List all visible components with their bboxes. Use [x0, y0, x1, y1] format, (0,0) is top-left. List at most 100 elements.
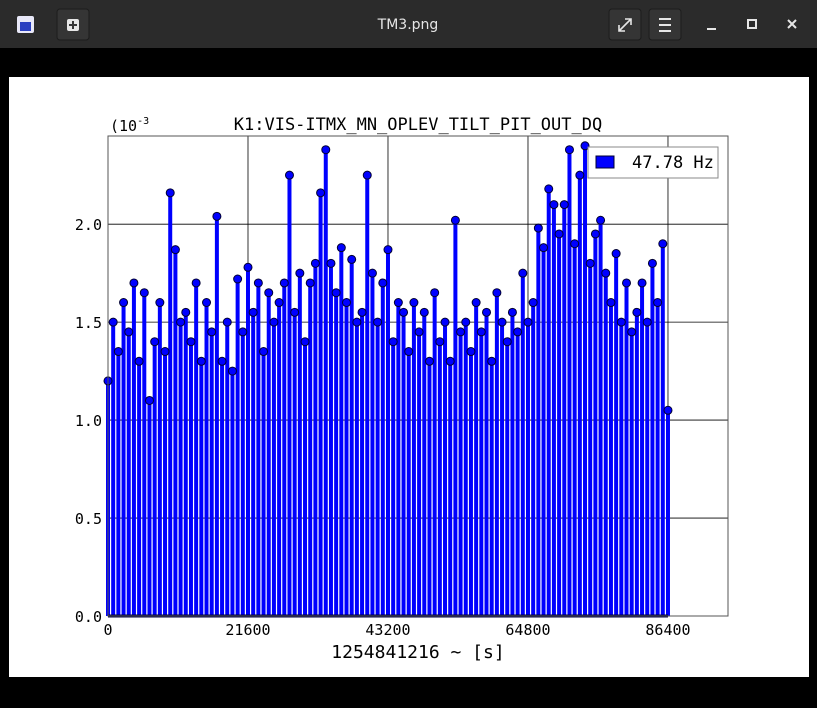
stem-marker [399, 307, 409, 317]
stem-marker [119, 298, 129, 308]
stem-marker [502, 337, 512, 347]
stem-marker [450, 215, 460, 225]
stem-marker [357, 307, 367, 317]
stem-marker [238, 327, 248, 337]
stem-marker [414, 327, 424, 337]
stem-marker [492, 288, 502, 298]
stem-marker [300, 337, 310, 347]
stem-marker [373, 317, 383, 327]
stem-marker [202, 298, 212, 308]
stem-marker [590, 229, 600, 239]
stem-marker [336, 243, 346, 253]
y-tick-label: 0.5 [75, 510, 102, 528]
stem-marker [347, 254, 357, 264]
stem-marker [632, 307, 642, 317]
y-tick-label: 2.0 [75, 216, 102, 234]
stem-marker [601, 268, 611, 278]
stem-marker [642, 317, 652, 327]
y-tick-label: 1.5 [75, 314, 102, 332]
chart-title: K1:VIS-ITMX_MN_OPLEV_TILT_PIT_OUT_DQ [234, 115, 602, 135]
fullscreen-icon [618, 18, 632, 32]
stem-marker [113, 347, 123, 357]
stem-marker [342, 298, 352, 308]
stem-marker [284, 170, 294, 180]
stem-marker [176, 317, 186, 327]
stem-marker [367, 268, 377, 278]
stem-marker [513, 327, 523, 337]
stem-marker [269, 317, 279, 327]
stem-marker [466, 347, 476, 357]
stem-marker [227, 366, 237, 376]
stem-marker [129, 278, 139, 288]
stem-marker [295, 268, 305, 278]
stem-marker [539, 243, 549, 253]
stem-marker [559, 200, 569, 210]
stem-marker [279, 278, 289, 288]
stem-marker [549, 200, 559, 210]
stem-marker [482, 307, 492, 317]
stem-marker [108, 317, 118, 327]
stem-marker [596, 215, 606, 225]
legend-swatch [595, 155, 615, 169]
open-plus [69, 21, 77, 29]
close-button[interactable] [787, 19, 797, 29]
stem-marker [476, 327, 486, 337]
stem-marker [144, 395, 154, 405]
stem-marker [663, 405, 673, 415]
x-tick-label: 43200 [365, 621, 410, 639]
stem-marker [487, 356, 497, 366]
stem-marker [544, 184, 554, 194]
stem-marker [445, 356, 455, 366]
stem-marker [440, 317, 450, 327]
stem-marker [497, 317, 507, 327]
stem-marker [585, 258, 595, 268]
stem-marker [393, 298, 403, 308]
stem-marker [274, 298, 284, 308]
stem-marker [471, 298, 481, 308]
stem-marker [533, 223, 543, 233]
stem-marker [326, 258, 336, 268]
stem-marker [186, 337, 196, 347]
stem-marker [637, 278, 647, 288]
stem-marker [233, 274, 243, 284]
stem-marker [181, 307, 191, 317]
stem-marker [264, 288, 274, 298]
maximize-button[interactable] [747, 19, 757, 29]
stem-marker [653, 298, 663, 308]
stem-marker [383, 245, 393, 255]
stem-marker [362, 170, 372, 180]
stem-marker [316, 188, 326, 198]
window-title: TM3.png [377, 17, 439, 33]
stem-marker [627, 327, 637, 337]
menu-icon [659, 18, 671, 32]
stem-marker [253, 278, 263, 288]
stem-marker [507, 307, 517, 317]
stem-marker [554, 229, 564, 239]
stem-marker [622, 278, 632, 288]
stem-marker [150, 337, 160, 347]
stem-marker [196, 356, 206, 366]
stem-marker [124, 327, 134, 337]
stem-marker [419, 307, 429, 317]
app-icon-glyph [20, 22, 31, 31]
stem-marker [570, 239, 580, 249]
stem-marker [222, 317, 232, 327]
x-tick-label: 86400 [645, 621, 690, 639]
stem-marker [388, 337, 398, 347]
stem-marker [564, 145, 574, 155]
stem-marker [155, 298, 165, 308]
stem-marker [430, 288, 440, 298]
stem-marker [461, 317, 471, 327]
stem-marker [191, 278, 201, 288]
stem-marker [435, 337, 445, 347]
stem-marker [404, 347, 414, 357]
stem-marker [523, 317, 533, 327]
plot-frame [107, 135, 729, 617]
stem-marker [616, 317, 626, 327]
stem-marker [248, 307, 258, 317]
stem-marker [310, 258, 320, 268]
stem-marker [647, 258, 657, 268]
x-tick-label: 0 [103, 621, 112, 639]
